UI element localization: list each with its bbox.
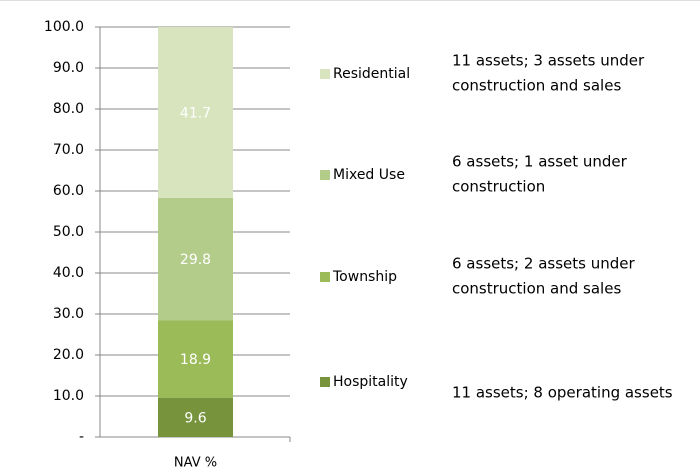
annotation: 11 assets; 3 assets under bbox=[452, 52, 645, 70]
data-label: 18.9 bbox=[180, 352, 211, 368]
y-tick-label: 20.0 bbox=[53, 347, 84, 363]
legend-label: Hospitality bbox=[333, 374, 408, 390]
y-tick-label: 70.0 bbox=[53, 142, 84, 158]
data-label: 29.8 bbox=[180, 252, 211, 268]
bar-segment bbox=[158, 397, 233, 437]
legend-label: Mixed Use bbox=[333, 167, 405, 183]
y-tick-label: - bbox=[79, 429, 84, 445]
annotation: 6 assets; 1 asset under bbox=[452, 153, 628, 171]
annotation: 6 assets; 2 assets under bbox=[452, 255, 635, 273]
x-tick-label: NAV % bbox=[174, 456, 217, 469]
legend-swatch bbox=[320, 377, 330, 387]
y-tick-label: 90.0 bbox=[53, 60, 84, 76]
annotation: 11 assets; 8 operating assets bbox=[452, 384, 673, 402]
y-tick-label: 80.0 bbox=[53, 101, 84, 117]
bar-segment bbox=[158, 197, 233, 321]
annotation: construction and sales bbox=[452, 280, 621, 298]
legend-label: Township bbox=[332, 269, 397, 285]
bar-segment bbox=[158, 320, 233, 398]
legend-label: Residential bbox=[333, 66, 410, 82]
annotation: construction and sales bbox=[452, 77, 621, 95]
y-tick-label: 100.0 bbox=[44, 19, 84, 35]
data-label: 41.7 bbox=[180, 105, 211, 121]
y-tick-label: 60.0 bbox=[53, 183, 84, 199]
legend-swatch bbox=[320, 170, 330, 180]
y-tick-label: 30.0 bbox=[53, 306, 84, 322]
y-tick-label: 40.0 bbox=[53, 265, 84, 281]
legend-swatch bbox=[320, 69, 330, 79]
data-label: 9.6 bbox=[184, 410, 206, 426]
y-tick-label: 10.0 bbox=[53, 388, 84, 404]
bar-segment bbox=[158, 27, 233, 198]
y-tick-label: 50.0 bbox=[53, 224, 84, 240]
annotation: construction bbox=[452, 178, 545, 196]
legend-swatch bbox=[320, 272, 330, 282]
